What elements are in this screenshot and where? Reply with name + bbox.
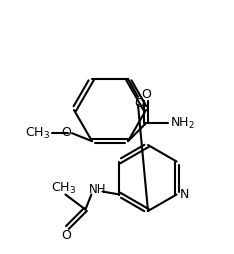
Text: CH$_3$: CH$_3$	[25, 126, 50, 141]
Text: O: O	[141, 88, 151, 101]
Text: O: O	[134, 97, 144, 110]
Text: NH$_2$: NH$_2$	[170, 116, 195, 131]
Text: CH$_3$: CH$_3$	[51, 181, 76, 196]
Text: O: O	[61, 126, 71, 139]
Text: O: O	[62, 229, 71, 242]
Text: NH: NH	[89, 183, 106, 196]
Text: N: N	[180, 188, 189, 201]
